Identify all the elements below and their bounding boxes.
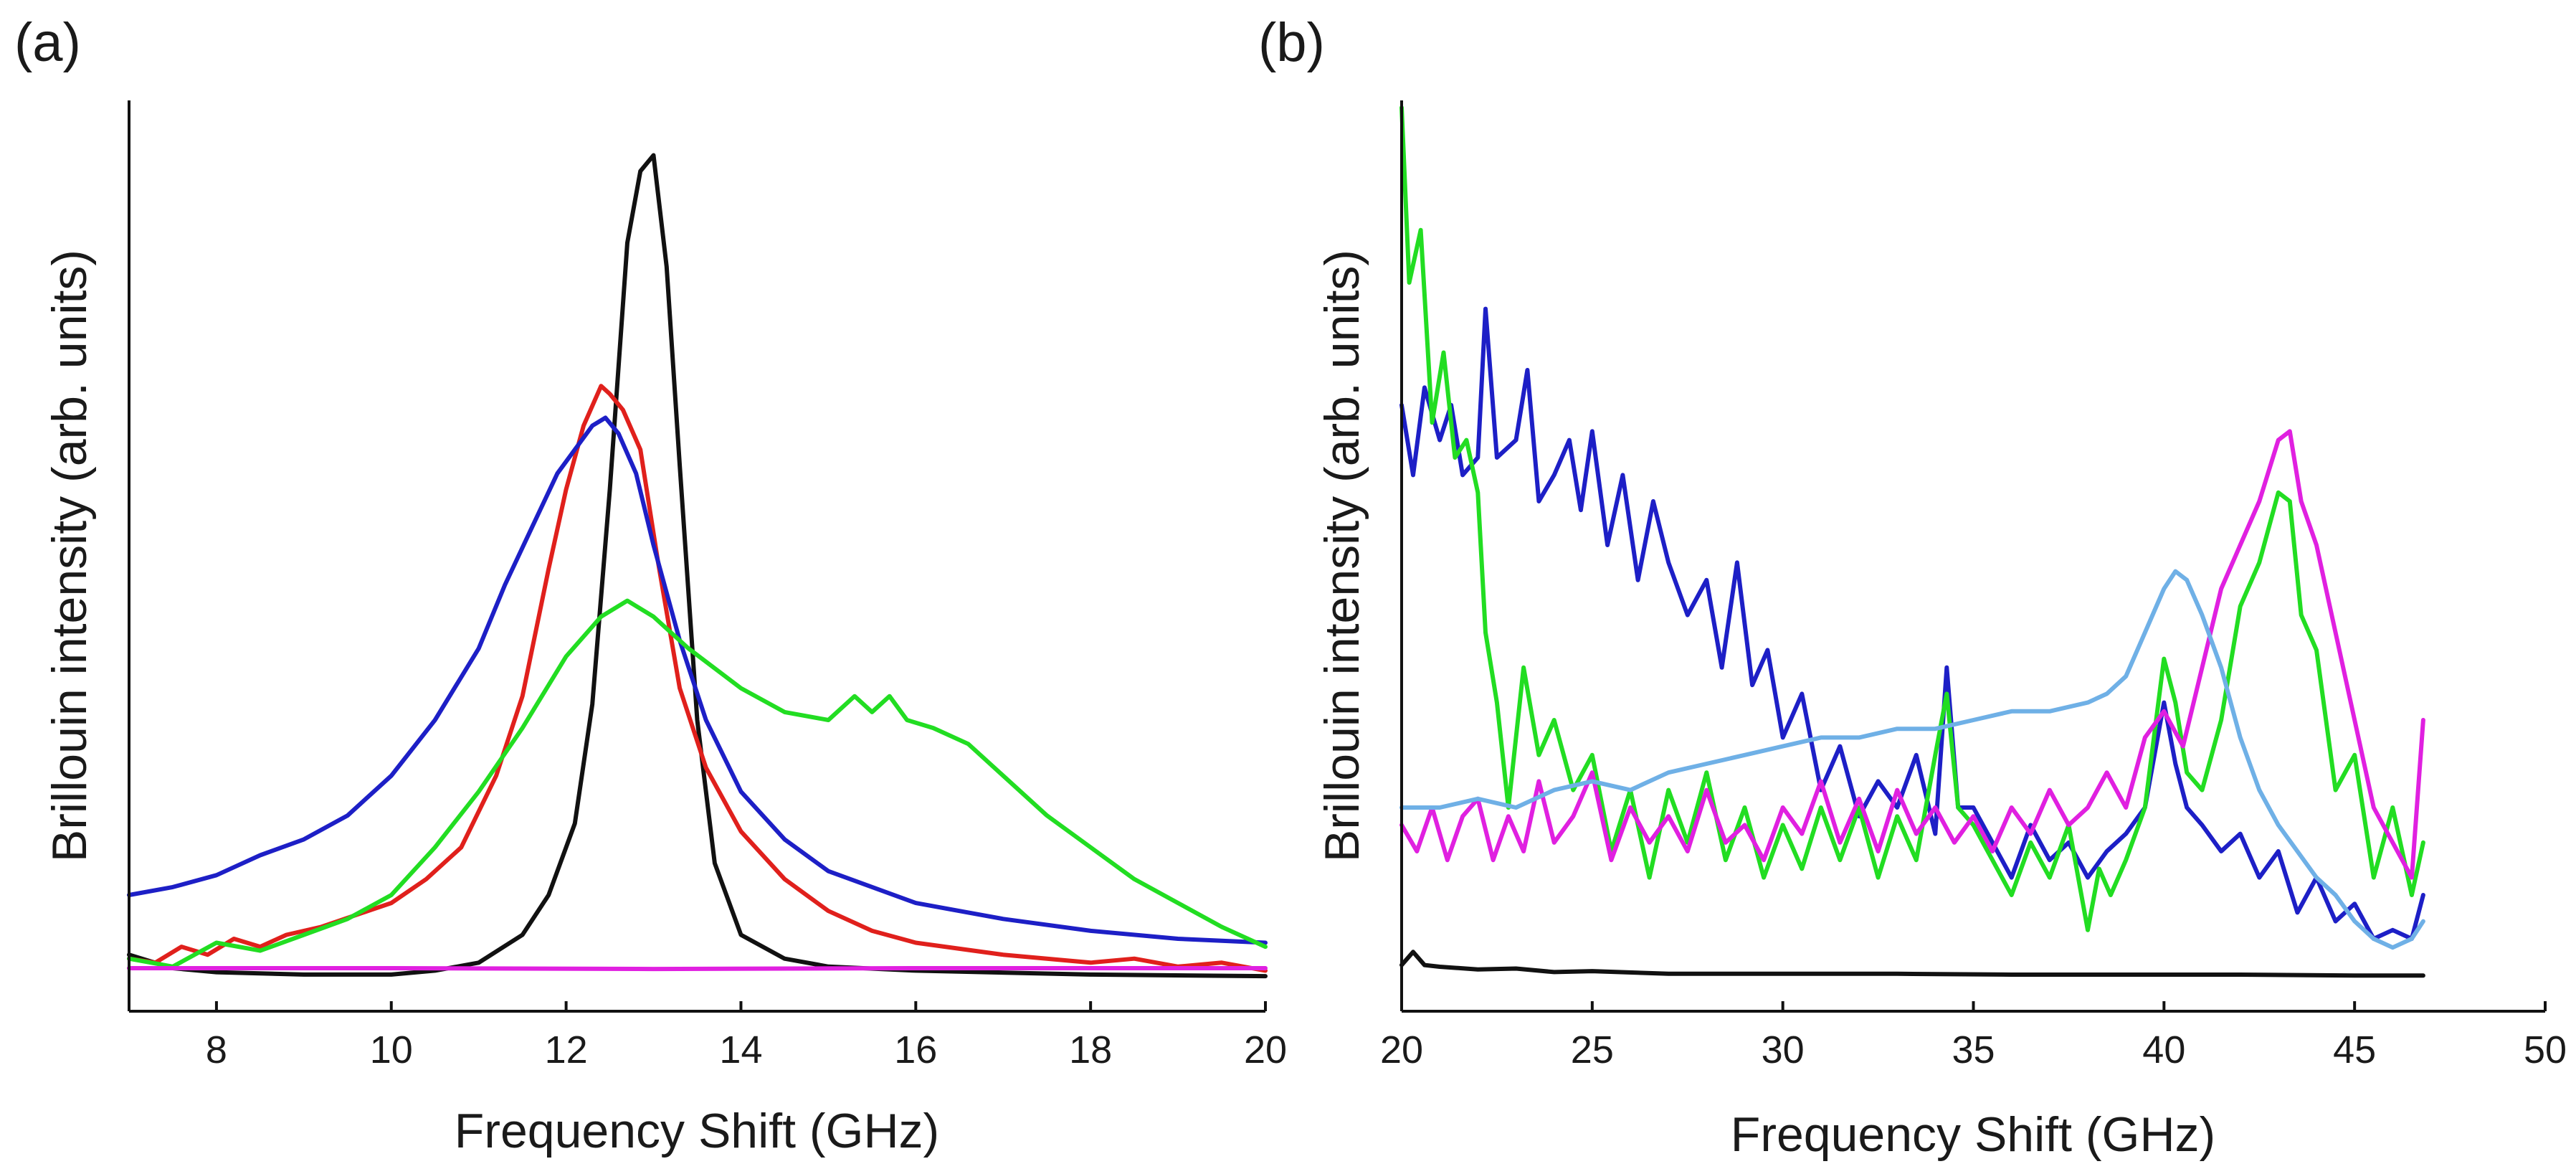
x-tick-label: 16 bbox=[894, 1028, 937, 1071]
x-tick-label: 50 bbox=[2524, 1028, 2567, 1071]
x-tick-label: 45 bbox=[2333, 1028, 2376, 1071]
panel-a-series bbox=[127, 153, 1268, 979]
x-tick-label: 12 bbox=[545, 1028, 588, 1071]
panel-b-y-axis-title: Brillouin intensity (arb. units) bbox=[1315, 250, 1369, 862]
x-tick-label: 18 bbox=[1069, 1028, 1112, 1071]
panel-b-x-ticks: 20 25 30 35 40 45 50 bbox=[1380, 1001, 2567, 1071]
panel-label-b: (b) bbox=[1258, 12, 1325, 73]
x-tick-label: 14 bbox=[719, 1028, 762, 1071]
panel-b: (b) 20 25 30 35 40 45 50 Frequency Shift (GHz)… bbox=[1258, 12, 2567, 1162]
series-line-red bbox=[127, 384, 1268, 973]
series-line-blue bbox=[127, 415, 1268, 945]
series-line-green bbox=[127, 598, 1268, 969]
panel-a-x-ticks: 8 10 12 14 16 18 20 bbox=[206, 1001, 1287, 1071]
x-tick-label: 30 bbox=[1762, 1028, 1805, 1071]
panel-a: (a) 8 10 12 14 16 18 20 Frequency Shift (GHz) … bbox=[14, 12, 1287, 1158]
x-tick-label: 20 bbox=[1380, 1028, 1423, 1071]
series-line-magenta bbox=[127, 966, 1268, 972]
x-tick-label: 8 bbox=[206, 1028, 227, 1071]
series-line-black bbox=[127, 153, 1268, 979]
series-line-green bbox=[1399, 105, 2425, 932]
panel-a-y-axis-title: Brillouin intensity (arb. units) bbox=[42, 250, 97, 862]
panel-label-a: (a) bbox=[14, 12, 81, 73]
panel-b-x-axis-title: Frequency Shift (GHz) bbox=[1731, 1107, 2215, 1162]
series-line-black bbox=[1399, 950, 2425, 978]
x-tick-label: 20 bbox=[1244, 1028, 1287, 1071]
x-tick-label: 35 bbox=[1952, 1028, 1995, 1071]
series-line-lightblue bbox=[1399, 569, 2425, 950]
series-line-blue bbox=[1399, 306, 2425, 941]
x-tick-label: 40 bbox=[2142, 1028, 2185, 1071]
x-tick-label: 25 bbox=[1571, 1028, 1614, 1071]
panel-a-x-axis-title: Frequency Shift (GHz) bbox=[455, 1104, 939, 1158]
panel-b-series bbox=[1399, 105, 2425, 978]
x-tick-label: 10 bbox=[370, 1028, 413, 1071]
series-line-magenta bbox=[1399, 429, 2425, 880]
